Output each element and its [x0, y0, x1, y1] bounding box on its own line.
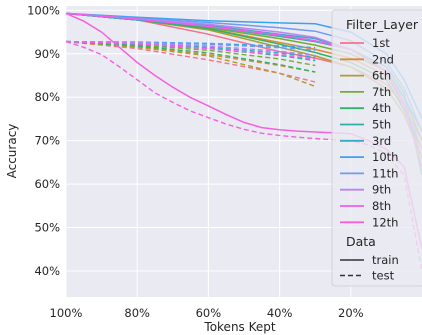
series-line-4th-test: [65, 40, 316, 73]
legend-box: [331, 9, 422, 287]
y-tick-label: 90%: [34, 47, 60, 61]
y-axis-title: Accuracy: [5, 124, 19, 179]
legend-label-4th: 4th: [372, 101, 391, 115]
y-tick-label: 80%: [34, 90, 60, 104]
legend-label-6th: 6th: [372, 69, 391, 83]
series-line-10th-test: [65, 40, 316, 49]
x-axis-ticks: 100% 80% 60% 40% 20%: [50, 306, 364, 320]
x-tick-label: 80%: [124, 306, 150, 320]
series-line-1st-test: [65, 40, 316, 83]
y-tick-label: 70%: [34, 134, 60, 148]
y-tick-label: 60%: [34, 177, 60, 191]
x-tick-label: 100%: [50, 306, 83, 320]
y-tick-label: 100%: [27, 3, 60, 17]
legend-label-2nd: 2nd: [372, 52, 394, 66]
legend-label-5th: 5th: [372, 118, 391, 132]
x-axis-title: Tokens Kept: [203, 320, 275, 334]
legend: Filter_Layer 1st 2nd 6th 7th 4th 5th 3rd 10th 11…: [331, 9, 422, 287]
series-line-12th-test: [65, 40, 422, 272]
legend-label-7th: 7th: [372, 85, 391, 99]
legend-label-11th: 11th: [372, 166, 398, 180]
legend-label-10th: 10th: [372, 150, 398, 164]
x-tick-label: 60%: [196, 306, 222, 320]
x-tick-label: 20%: [338, 306, 364, 320]
series-line-7th-test: [65, 40, 316, 67]
legend-label-3rd: 3rd: [372, 134, 391, 148]
y-tick-label: 40%: [34, 264, 60, 278]
legend-label-1st: 1st: [372, 36, 390, 50]
legend-label-9th: 9th: [372, 183, 391, 197]
legend-style-title: Data: [346, 234, 376, 249]
series-line-3rd-test: [65, 40, 316, 58]
y-axis-ticks: 40% 50% 60% 70% 80% 90% 100%: [27, 3, 60, 278]
x-tick-label: 40%: [267, 306, 293, 320]
legend-style-label-test: test: [372, 269, 395, 283]
legend-title: Filter_Layer: [346, 17, 419, 32]
series-line-9th-test: [65, 40, 316, 57]
y-tick-label: 50%: [34, 221, 60, 235]
legend-items: 1st 2nd 6th 7th 4th 5th 3rd 10th 11th 9th 8th 12th: [340, 36, 398, 229]
legend-style-items: train test: [340, 253, 399, 283]
legend-label-12th: 12th: [372, 215, 398, 229]
legend-label-8th: 8th: [372, 199, 391, 213]
series-line-5th-test: [65, 40, 316, 62]
legend-style-label-train: train: [372, 253, 399, 267]
series-line-11th-test: [65, 40, 316, 51]
gridlines: [65, 6, 422, 297]
series-line-8th-test: [65, 40, 316, 60]
